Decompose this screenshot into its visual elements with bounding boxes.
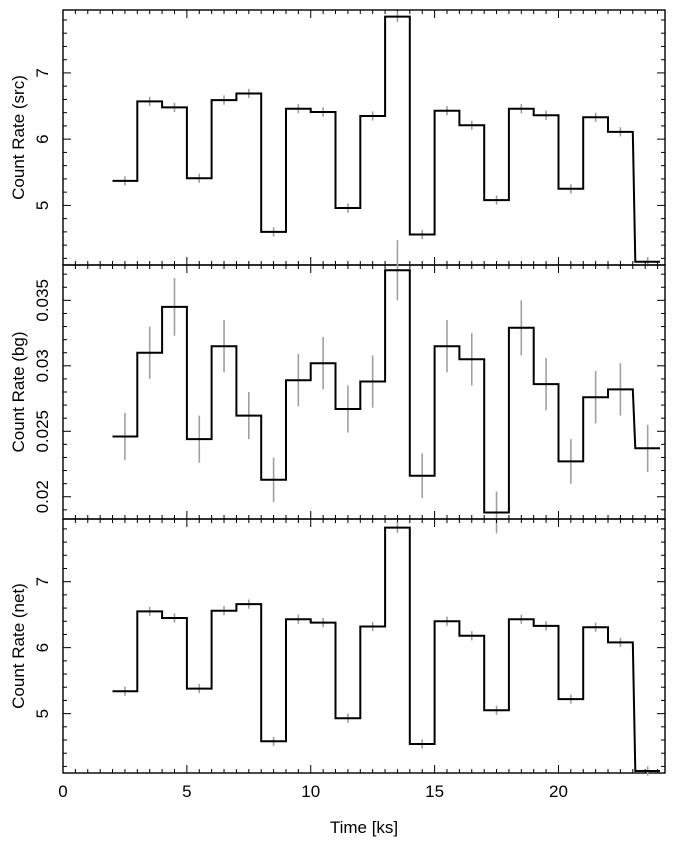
panel-net: 5 6 7 0 5 10 15 20 Count Rate (net) [9,518,666,801]
x-axis-title: Time [ks] [330,818,398,837]
panel-frame-net [62,518,666,774]
y-axis-title-bg: Count Rate (bg) [9,332,28,453]
y-tick-label-net: 6 [33,643,52,652]
y-axis-title-net: Count Rate (net) [9,583,28,709]
step-line-bg [112,269,660,514]
y-tick-label-src: 6 [33,134,52,143]
y-axis-title-src: Count Rate (src) [9,75,28,200]
step-line-net [112,526,660,772]
panels: 5 6 7 Count Rate (src) 0.02 0.025 0.03 0.035 Cou… [9,9,666,801]
y-tick-label-bg: 0.02 [33,480,52,513]
y-tick-label-bg: 0.03 [33,349,52,382]
y-tick-label-bg: 0.025 [33,410,52,453]
x-tick-label: 20 [549,782,568,801]
y-tick-label-net: 5 [33,709,52,718]
step-line-src [112,15,660,263]
y-tick-label-net: 7 [33,577,52,586]
y-tick-label-src: 5 [33,201,52,210]
x-tick-label: 15 [425,782,444,801]
panel-bg: 0.02 0.025 0.03 0.035 Count Rate (bg) [9,240,666,534]
x-tick-label: 5 [182,782,191,801]
y-tick-label-src: 7 [33,68,52,77]
x-tick-label: 10 [301,782,320,801]
panel-src: 5 6 7 Count Rate (src) [9,9,666,267]
y-tick-label-bg: 0.035 [33,279,52,322]
x-tick-label: 0 [58,782,67,801]
